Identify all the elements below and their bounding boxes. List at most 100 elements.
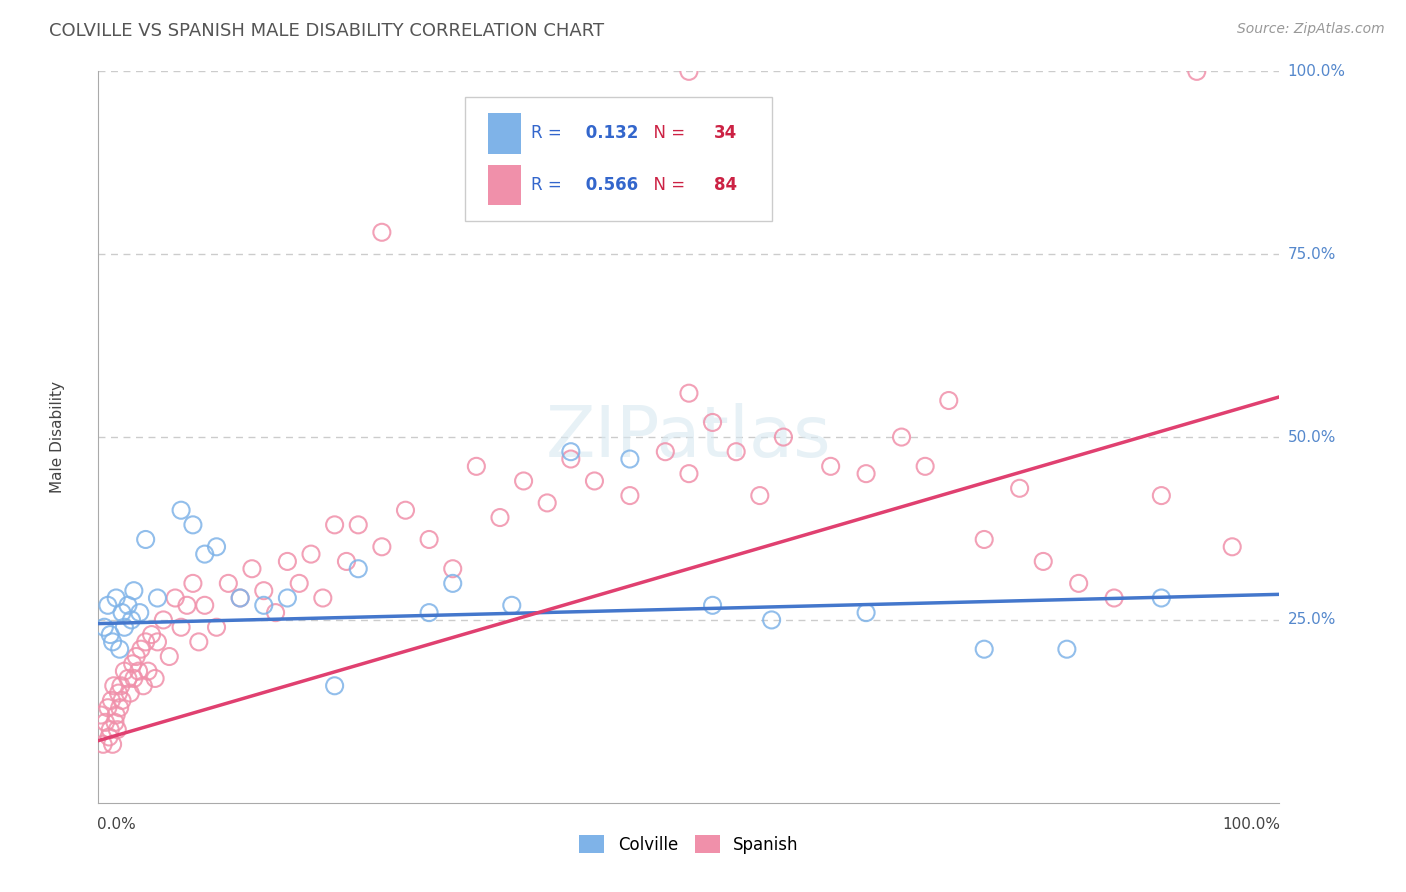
FancyBboxPatch shape: [488, 113, 522, 153]
Text: Male Disability: Male Disability: [49, 381, 65, 493]
Point: [104, 715, 127, 730]
Point: [121, 657, 143, 671]
Point: [973, 533, 995, 547]
Point: [125, 649, 148, 664]
Point: [725, 444, 748, 458]
Point: [181, 576, 204, 591]
Point: [1220, 540, 1243, 554]
Point: [323, 517, 346, 532]
Point: [170, 503, 193, 517]
Point: [111, 693, 134, 707]
Point: [1067, 576, 1090, 591]
Point: [105, 723, 128, 737]
Point: [117, 672, 139, 686]
Point: [1008, 481, 1031, 495]
Point: [299, 547, 322, 561]
Point: [135, 635, 157, 649]
Point: [165, 591, 187, 605]
Text: 50.0%: 50.0%: [1288, 430, 1336, 444]
Text: 100.0%: 100.0%: [1288, 64, 1346, 78]
Point: [98, 730, 121, 744]
Point: [217, 576, 239, 591]
Point: [187, 635, 209, 649]
Point: [441, 562, 464, 576]
Point: [107, 686, 129, 700]
Point: [761, 613, 783, 627]
Point: [128, 664, 150, 678]
Text: 0.566: 0.566: [581, 176, 638, 194]
Point: [94, 715, 117, 730]
Point: [93, 620, 115, 634]
Point: [1102, 591, 1125, 605]
Point: [619, 489, 641, 503]
Point: [205, 620, 228, 634]
Point: [583, 474, 606, 488]
Point: [146, 635, 169, 649]
Point: [536, 496, 558, 510]
Point: [132, 679, 155, 693]
Point: [129, 642, 152, 657]
Point: [136, 664, 159, 678]
Point: [619, 452, 641, 467]
Point: [560, 452, 582, 467]
Point: [288, 576, 311, 591]
Point: [501, 599, 523, 613]
Point: [152, 613, 174, 627]
Point: [465, 459, 488, 474]
Point: [654, 444, 676, 458]
Point: [489, 510, 512, 524]
Text: ZIPatlas: ZIPatlas: [546, 402, 832, 472]
Point: [101, 635, 124, 649]
Text: 25.0%: 25.0%: [1288, 613, 1336, 627]
Point: [394, 503, 416, 517]
Point: [98, 723, 121, 737]
Point: [103, 679, 125, 693]
Text: 75.0%: 75.0%: [1288, 247, 1336, 261]
Point: [890, 430, 912, 444]
Point: [100, 693, 122, 707]
Text: Source: ZipAtlas.com: Source: ZipAtlas.com: [1237, 22, 1385, 37]
Point: [702, 416, 724, 430]
Point: [229, 591, 252, 605]
Point: [276, 591, 298, 605]
Point: [820, 459, 842, 474]
Text: 84: 84: [714, 176, 737, 194]
Point: [110, 679, 132, 693]
Point: [240, 562, 263, 576]
Point: [371, 225, 394, 239]
Point: [855, 606, 877, 620]
Point: [176, 599, 198, 613]
Point: [120, 686, 142, 700]
FancyBboxPatch shape: [488, 165, 522, 205]
Point: [418, 533, 440, 547]
Point: [128, 606, 150, 620]
Point: [335, 554, 357, 568]
Point: [914, 459, 936, 474]
Point: [105, 591, 128, 605]
Text: 100.0%: 100.0%: [1223, 817, 1281, 832]
Point: [105, 708, 128, 723]
Point: [560, 444, 582, 458]
Text: N =: N =: [643, 124, 690, 143]
Point: [1032, 554, 1054, 568]
Point: [97, 599, 120, 613]
Point: [323, 679, 346, 693]
Text: R =: R =: [530, 176, 567, 194]
Point: [112, 620, 135, 634]
Point: [170, 620, 193, 634]
Point: [678, 467, 700, 481]
Point: [122, 583, 145, 598]
Text: 34: 34: [714, 124, 737, 143]
Point: [194, 547, 217, 561]
Point: [135, 533, 157, 547]
Legend: Colville, Spanish: Colville, Spanish: [572, 829, 806, 860]
Point: [143, 672, 166, 686]
Point: [90, 708, 112, 723]
Point: [122, 672, 145, 686]
Point: [117, 599, 139, 613]
Point: [141, 627, 163, 641]
Point: [112, 664, 135, 678]
Point: [1185, 64, 1208, 78]
Point: [512, 474, 534, 488]
Point: [1150, 489, 1173, 503]
